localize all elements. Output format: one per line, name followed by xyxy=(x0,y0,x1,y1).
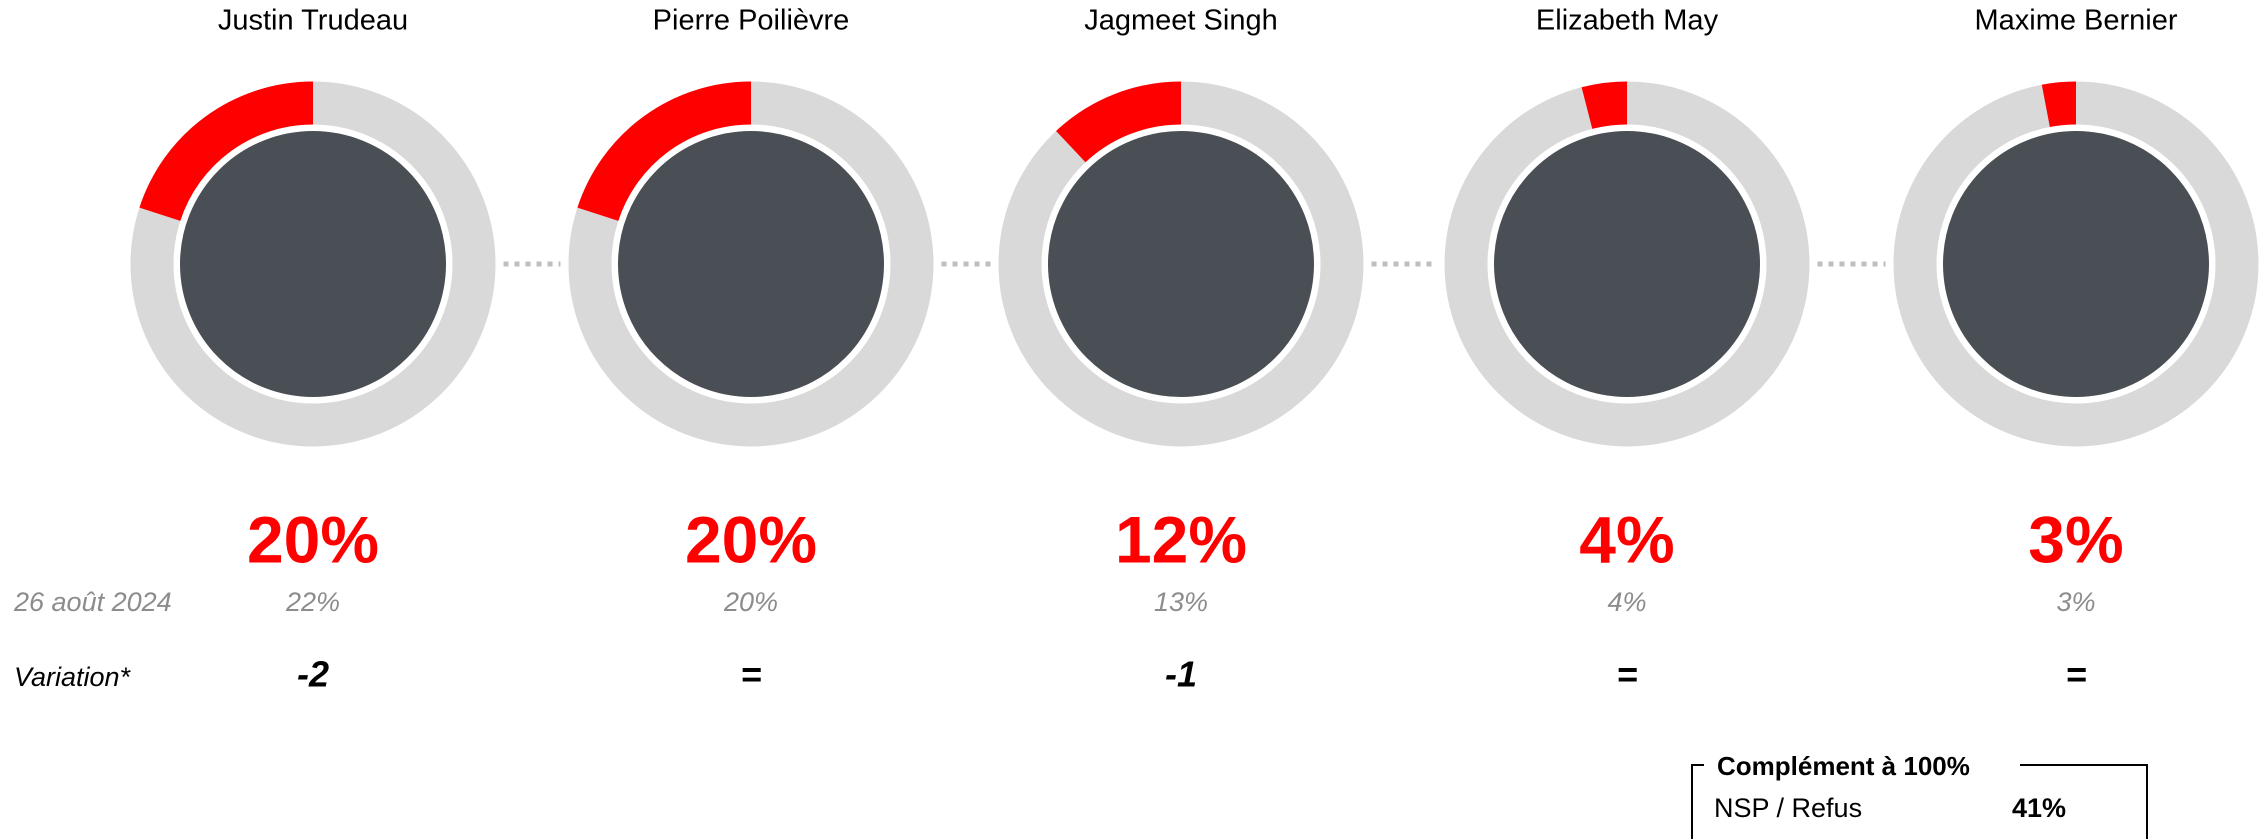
donut-segment xyxy=(2041,81,2077,128)
variation-value: -1 xyxy=(1165,654,1197,695)
variation-value: -2 xyxy=(297,654,329,695)
candidate-name: Jagmeet Singh xyxy=(1084,5,1277,37)
portrait xyxy=(1044,127,1318,401)
value-label: 3% xyxy=(2028,502,2123,576)
value-label: 20% xyxy=(247,502,379,576)
value-label: 4% xyxy=(1579,502,1674,576)
variation-row-label: Variation* xyxy=(14,662,132,692)
portrait xyxy=(176,127,450,401)
complement-box: Complément à 100% NSP / Refus 41% xyxy=(1691,751,2148,839)
portrait xyxy=(1939,127,2213,401)
portrait xyxy=(614,127,888,401)
donut-segment xyxy=(577,81,752,222)
donut-segment xyxy=(1056,81,1182,163)
previous-value: 20% xyxy=(723,587,778,617)
candidate-name: Justin Trudeau xyxy=(218,5,408,37)
previous-value: 13% xyxy=(1154,587,1208,617)
previous-value: 22% xyxy=(285,587,340,617)
donut-segment xyxy=(1581,81,1628,130)
complement-label: NSP / Refus xyxy=(1714,793,1862,823)
variation-value: = xyxy=(740,654,761,695)
previous-value: 4% xyxy=(1607,587,1646,617)
previous-row-label: 26 août 2024 xyxy=(13,587,172,617)
candidate-name: Elizabeth May xyxy=(1536,5,1719,37)
previous-value: 3% xyxy=(2056,587,2095,617)
candidate-name: Pierre Poilièvre xyxy=(653,5,850,37)
box-border xyxy=(2020,764,2148,839)
complement-value: 41% xyxy=(2012,793,2066,823)
candidate-name: Maxime Bernier xyxy=(1974,5,2177,37)
variation-value: = xyxy=(2065,654,2086,695)
donut-segment xyxy=(139,81,314,222)
value-label: 20% xyxy=(685,502,817,576)
portrait xyxy=(1490,127,1764,401)
box-border xyxy=(1691,764,1704,839)
variation-value: = xyxy=(1616,654,1637,695)
complement-title: Complément à 100% xyxy=(1717,751,1970,781)
value-label: 12% xyxy=(1115,502,1247,576)
